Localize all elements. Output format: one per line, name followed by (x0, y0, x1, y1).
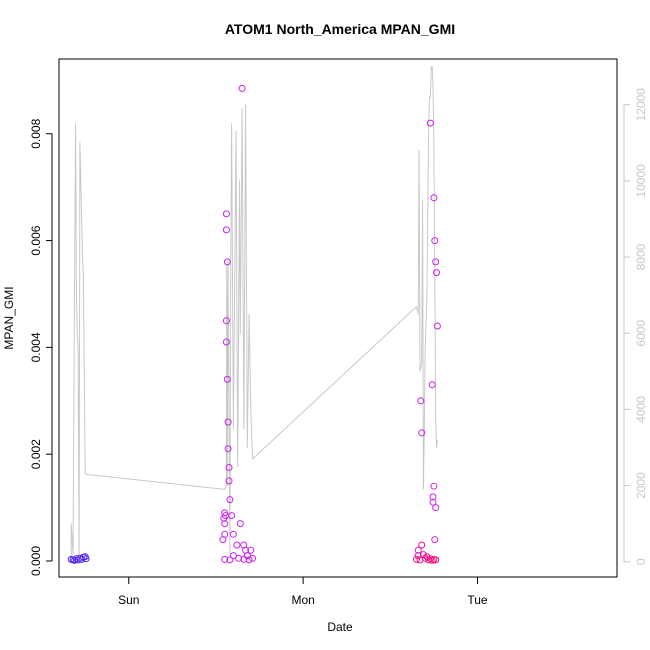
data-point (229, 530, 237, 538)
bottom-axis: Sun Mon Tue (118, 576, 488, 607)
y2-tick-label: 10000 (634, 164, 648, 198)
y-tick-label: 0.008 (29, 118, 43, 148)
data-point (222, 210, 230, 218)
y2-tick-label: 12000 (634, 88, 648, 122)
data-point (226, 556, 234, 564)
y-tick-label: 0.000 (29, 546, 43, 576)
data-point (432, 258, 440, 266)
right-axis: 0 2000 4000 6000 8000 10000 12000 (623, 88, 648, 565)
y-tick-label: 0.002 (29, 439, 43, 469)
y-tick-label: 0.006 (29, 225, 43, 255)
data-point (430, 194, 438, 202)
data-point (243, 552, 251, 560)
y2-tick-label: 4000 (634, 396, 648, 423)
data-point (233, 541, 241, 549)
data-point (221, 530, 229, 538)
left-axis: 0.000 0.002 0.004 0.006 0.008 (29, 118, 53, 576)
data-point (428, 556, 436, 564)
data-point (433, 322, 441, 330)
data-point (235, 554, 243, 562)
data-point (426, 555, 434, 563)
data-point (224, 445, 232, 453)
data-point (222, 338, 230, 346)
data-point (223, 375, 231, 383)
data-point (226, 496, 234, 504)
data-point (418, 429, 426, 437)
x-tick-label: Mon (291, 593, 314, 607)
y2-tick-label: 6000 (634, 320, 648, 347)
data-point (225, 464, 233, 471)
y2-tick-label: 0 (634, 558, 648, 565)
x-axis-label: Date (327, 620, 353, 634)
data-point (82, 555, 90, 563)
data-point (221, 520, 229, 528)
y-axis-label: MPAN_GMI (2, 286, 16, 349)
data-point (238, 84, 246, 92)
data-point (414, 546, 422, 554)
data-point (236, 520, 244, 528)
y2-tick-label: 8000 (634, 243, 648, 270)
x-tick-label: Sun (118, 593, 139, 607)
y2-tick-label: 2000 (634, 472, 648, 499)
data-point (222, 317, 230, 325)
data-point (225, 477, 233, 485)
chart-title: ATOM1 North_America MPAN_GMI (225, 21, 455, 37)
data-point (432, 504, 440, 512)
data-point (414, 552, 422, 560)
data-point (429, 498, 437, 506)
data-point (72, 555, 80, 563)
data-point (425, 556, 433, 564)
data-point (224, 418, 232, 426)
series-line (70, 66, 438, 563)
data-point (247, 546, 255, 554)
plot-frame (58, 58, 618, 578)
data-point (421, 554, 429, 562)
data-point (429, 493, 437, 501)
data-point (419, 551, 427, 559)
y-tick-label: 0.004 (29, 332, 43, 362)
data-point (222, 226, 230, 234)
data-point (432, 556, 440, 564)
data-point (433, 269, 440, 277)
data-point (245, 556, 253, 564)
data-point (431, 237, 439, 245)
data-point (426, 119, 434, 127)
data-point (418, 541, 426, 549)
x-tick-label: Tue (467, 593, 488, 607)
data-point (223, 258, 231, 266)
data-point (413, 555, 420, 563)
data-point (417, 397, 425, 405)
data-point (430, 482, 438, 490)
data-point (240, 555, 248, 563)
data-point (249, 554, 257, 562)
data-point (228, 512, 236, 520)
data-point (428, 381, 436, 389)
data-point (431, 536, 439, 544)
series-layer (67, 66, 441, 564)
data-point (221, 555, 229, 563)
